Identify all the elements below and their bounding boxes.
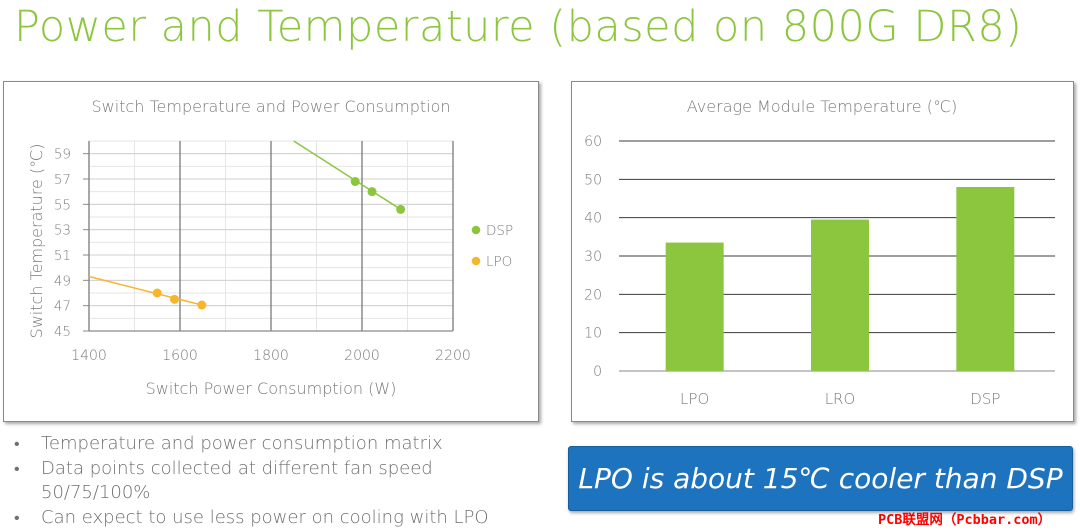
scatter-chart-panel: Switch Temperature and Power Consumption… bbox=[3, 81, 539, 422]
y-tick-label: 0 bbox=[593, 364, 602, 380]
callout-text: LPO is about 15℃ cooler than DSP bbox=[578, 462, 1063, 495]
x-tick-label: 1600 bbox=[162, 348, 198, 364]
callout-box: LPO is about 15℃ cooler than DSP bbox=[568, 446, 1073, 511]
y-tick-label: 45 bbox=[54, 324, 71, 340]
y-tick-label: 59 bbox=[54, 147, 71, 163]
lpo-legend-marker bbox=[471, 256, 481, 266]
dsp-point bbox=[350, 177, 360, 187]
lpo-legend-label: LPO bbox=[486, 254, 512, 270]
y-axis-label: Switch Temperature (℃) bbox=[27, 144, 46, 339]
bar-lro bbox=[811, 219, 869, 371]
slide-title: Power and Temperature (based on 800G DR8… bbox=[14, 2, 1023, 52]
y-tick-label: 60 bbox=[584, 134, 602, 150]
bullet-item: • Data points collected at different fan … bbox=[14, 457, 433, 504]
lpo-point bbox=[152, 288, 162, 298]
bullet-dot-icon: • bbox=[14, 434, 20, 453]
y-tick-label: 40 bbox=[584, 211, 602, 227]
bullet-item: • Temperature and power consumption matri… bbox=[14, 432, 489, 457]
dsp-trendline bbox=[293, 140, 402, 211]
y-tick-label: 49 bbox=[54, 273, 71, 289]
y-tick-label: 47 bbox=[54, 299, 71, 315]
bullet-dot-icon: • bbox=[14, 458, 20, 478]
bar-chart: Average Module Temperature (℃) 0 10 20 30 40 5… bbox=[584, 97, 1055, 408]
watermark: PCB联盟网（Pcbbar.com） bbox=[878, 512, 1052, 528]
y-tick-label: 30 bbox=[584, 249, 602, 265]
bullet-dot-icon: • bbox=[14, 507, 20, 527]
scatter-chart: Switch Temperature and Power Consumption… bbox=[27, 97, 513, 398]
x-tick-label: 2000 bbox=[344, 348, 380, 364]
y-tick-label: 57 bbox=[54, 172, 71, 188]
dsp-point bbox=[367, 187, 377, 197]
x-axis-label: Switch Power Consumption (W) bbox=[146, 379, 397, 398]
dsp-legend-label: DSP bbox=[486, 223, 513, 239]
x-tick-label: 1800 bbox=[253, 348, 289, 364]
bar-chart-panel: Average Module Temperature (℃) 0 10 20 30 40 5… bbox=[571, 81, 1074, 422]
x-category-label: LRO bbox=[825, 390, 856, 408]
dsp-point bbox=[396, 204, 406, 214]
y-tick-label: 20 bbox=[584, 287, 602, 303]
chart-title: Average Module Temperature (℃) bbox=[687, 97, 957, 116]
bullet-item: • Can expect to use less power on cooling… bbox=[14, 506, 489, 531]
x-category-label: LPO bbox=[680, 390, 709, 408]
y-tick-label: 50 bbox=[584, 172, 602, 188]
y-tick-label: 10 bbox=[584, 326, 602, 342]
x-category-label: DSP bbox=[970, 390, 1000, 408]
x-tick-label: 1400 bbox=[71, 348, 107, 364]
y-tick-label: 53 bbox=[54, 223, 71, 239]
chart-title: Switch Temperature and Power Consumption bbox=[91, 97, 450, 116]
bar-dsp bbox=[956, 187, 1015, 371]
lpo-trendline bbox=[88, 275, 203, 306]
lpo-point bbox=[170, 294, 180, 304]
x-tick-label: 2200 bbox=[435, 348, 471, 364]
dsp-legend-marker bbox=[471, 225, 481, 235]
y-tick-label: 51 bbox=[54, 248, 71, 264]
y-tick-label: 55 bbox=[54, 197, 71, 213]
bar-lpo bbox=[665, 242, 724, 371]
lpo-point bbox=[197, 300, 207, 310]
bullet-list: • Temperature and power consumption matri… bbox=[14, 432, 489, 530]
